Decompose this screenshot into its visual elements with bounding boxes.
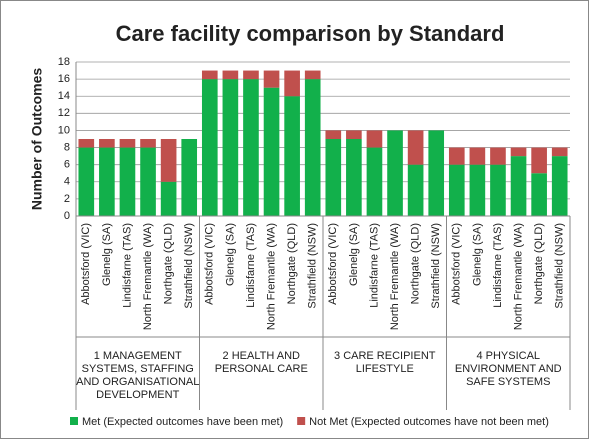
bar-segment xyxy=(366,130,383,148)
x-tick-label: Abbotsford (VIC) xyxy=(327,223,339,305)
bar-segment xyxy=(346,139,362,216)
x-tick-label: Northgate (QLD) xyxy=(286,223,298,304)
y-tick-label: 2 xyxy=(64,193,70,205)
bar-segment xyxy=(510,156,527,216)
bar-segment xyxy=(325,139,342,216)
bar-segment xyxy=(304,79,321,216)
bar-segment xyxy=(325,130,342,139)
x-tick-label: Lindisfarne (TAS) xyxy=(245,223,257,308)
bar-segment xyxy=(160,139,177,182)
bar-segment xyxy=(346,130,362,139)
legend-label: Not Met (Expected outcomes have not been… xyxy=(309,416,549,428)
bar-segment xyxy=(551,156,568,216)
group-label: 2 HEALTH AND PERSONAL CARE xyxy=(215,350,308,375)
y-tick-label: 6 xyxy=(64,159,70,171)
bar-segment xyxy=(243,79,259,216)
bar-segment xyxy=(407,130,424,165)
bar-segment xyxy=(304,70,321,80)
y-tick-label: 4 xyxy=(64,176,70,188)
bar-segment xyxy=(387,130,403,216)
x-tick-label: Abbotsford (VIC) xyxy=(204,223,216,305)
x-tick-label: Abbotsford (VIC) xyxy=(80,223,92,305)
x-tick-label: North Fremantle (WA) xyxy=(512,223,524,330)
y-tick-label: 10 xyxy=(58,124,70,136)
x-tick-label: Glenelg (SA) xyxy=(471,223,483,286)
bar-segment xyxy=(119,139,136,148)
bar-segment xyxy=(490,147,506,165)
bar-segment xyxy=(78,147,95,216)
bar-segment xyxy=(469,147,486,165)
group-label: 4 PHYSICAL ENVIRONMENT AND SAFE SYSTEMS xyxy=(455,350,562,388)
x-tick-label: Lindisfarne (TAS) xyxy=(121,223,133,308)
x-tick-label: Strathfield (NSW) xyxy=(307,223,319,309)
bar-segment xyxy=(366,147,383,216)
bar-segment xyxy=(99,139,115,148)
legend-label: Met (Expected outcomes have been met) xyxy=(82,416,283,428)
y-tick-label: 0 xyxy=(64,210,70,222)
y-tick-label: 18 xyxy=(58,56,70,68)
bar-segment xyxy=(222,70,239,80)
x-tick-label: Strathfield (NSW) xyxy=(430,223,442,309)
bar-segment xyxy=(181,139,198,216)
x-tick-label: Northgate (QLD) xyxy=(410,223,422,304)
x-tick-label: Lindisfarne (TAS) xyxy=(368,223,380,308)
bar-segment xyxy=(140,147,156,216)
x-tick-label: North Fremantle (WA) xyxy=(265,223,277,330)
x-tick-label: North Fremantle (WA) xyxy=(389,223,401,330)
bar-segment xyxy=(140,139,156,148)
x-tick-label: Strathfield (NSW) xyxy=(183,223,195,309)
y-tick-label: 12 xyxy=(58,107,70,119)
x-tick-label: Glenelg (SA) xyxy=(101,223,113,286)
x-tick-label: Glenelg (SA) xyxy=(224,223,236,286)
bar-segment xyxy=(407,164,424,216)
group-label: 1 MANAGEMENT SYSTEMS, STAFFING AND ORGANIS… xyxy=(76,350,199,401)
bar-segment xyxy=(201,70,218,80)
bar-segment xyxy=(490,164,506,216)
y-tick-label: 8 xyxy=(64,141,70,153)
group-label: 3 CARE RECIPIENT LIFESTYLE xyxy=(334,350,436,375)
bar-segment xyxy=(531,147,547,174)
bar-segment xyxy=(284,70,300,97)
y-tick-label: 14 xyxy=(58,90,70,102)
bar-segment xyxy=(284,96,300,216)
bar-segment xyxy=(263,70,280,88)
x-tick-label: Northgate (QLD) xyxy=(533,223,545,304)
x-tick-label: Northgate (QLD) xyxy=(163,223,175,304)
bar-segment xyxy=(243,70,259,80)
bar-segment xyxy=(119,147,136,216)
bar-segment xyxy=(160,181,177,216)
y-axis-title: Number of Outcomes xyxy=(29,68,45,211)
chart-title: Care facility comparison by Standard xyxy=(116,21,505,46)
x-tick-label: North Fremantle (WA) xyxy=(142,223,154,330)
bar-segment xyxy=(469,164,486,216)
x-tick-label: Strathfield (NSW) xyxy=(554,223,566,309)
x-tick-label: Lindisfarne (TAS) xyxy=(492,223,504,308)
bar-segment xyxy=(448,147,465,165)
bar-segment xyxy=(222,79,239,216)
x-tick-label: Abbotsford (VIC) xyxy=(451,223,463,305)
bar-segment xyxy=(510,147,527,157)
legend-swatch xyxy=(297,417,306,425)
x-tick-label: Glenelg (SA) xyxy=(348,223,360,286)
bar-segment xyxy=(551,147,568,157)
bar-segment xyxy=(531,173,547,216)
bar-segment xyxy=(99,147,115,216)
bar-segment xyxy=(201,79,218,216)
bar-segment xyxy=(448,164,465,216)
bar-segment xyxy=(78,139,95,148)
legend-swatch xyxy=(70,417,78,425)
y-tick-label: 16 xyxy=(58,73,70,85)
bar-segment xyxy=(263,87,280,217)
bar-segment xyxy=(428,130,445,216)
